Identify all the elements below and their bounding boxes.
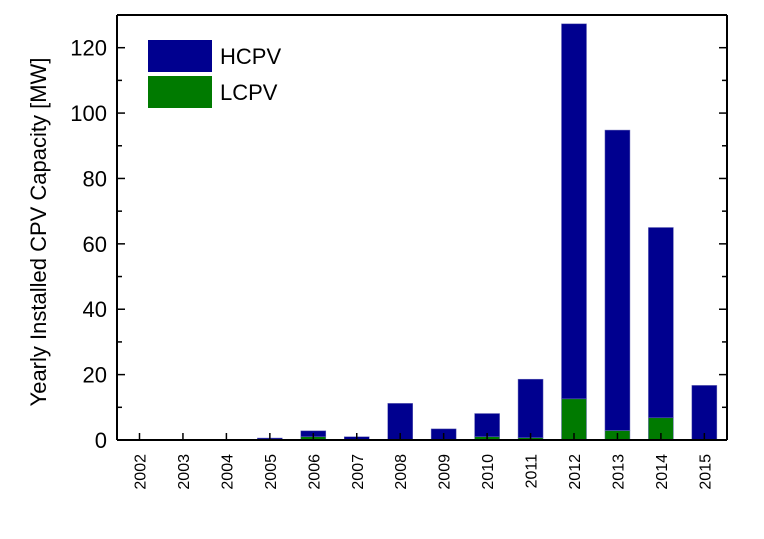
x-tick-label: 2010 [480,454,497,490]
y-tick-label: 20 [83,363,107,388]
bar-hcpv-2012 [561,23,587,400]
legend-swatch-lcpv [148,76,212,108]
x-tick-label: 2015 [697,454,714,490]
y-tick-label: 80 [83,166,107,191]
x-tick-label: 2004 [219,454,236,490]
x-tick-label: 2003 [176,454,193,490]
legend-label-hcpv: HCPV [220,44,281,69]
y-tick-label: 60 [83,232,107,257]
bar-hcpv-2013 [604,129,631,431]
x-tick-label: 2011 [524,454,541,489]
y-tick-label: 120 [70,36,107,61]
bar-hcpv-2014 [648,227,674,419]
x-tick-label: 2012 [567,454,584,490]
x-tick-label: 2013 [610,454,627,490]
bar-hcpv-2011 [517,378,544,438]
x-tick-label: 2006 [306,454,323,490]
x-tick-label: 2014 [654,454,671,490]
x-tick-label: 2002 [133,454,150,490]
bars-layer [126,23,718,441]
x-tick-label: 2009 [437,454,454,490]
x-tick-label: 2007 [350,454,367,490]
y-tick-label: 40 [83,297,107,322]
legend: HCPV LCPV [148,40,281,108]
x-tick-label: 2008 [393,454,410,490]
y-tick-label: 100 [70,101,107,126]
legend-swatch-hcpv [148,40,212,72]
x-tick-label: 2005 [263,454,280,490]
bar-hcpv-2015 [691,385,718,441]
axes-layer: 2002 2003 2004 2005 2006 2007 2008 2009 2010 2011… [70,14,728,490]
y-axis-label: Yearly Installed CPV Capacity [MW] [26,58,51,407]
y-tick-label: 0 [95,428,107,453]
legend-label-lcpv: LCPV [220,80,278,105]
